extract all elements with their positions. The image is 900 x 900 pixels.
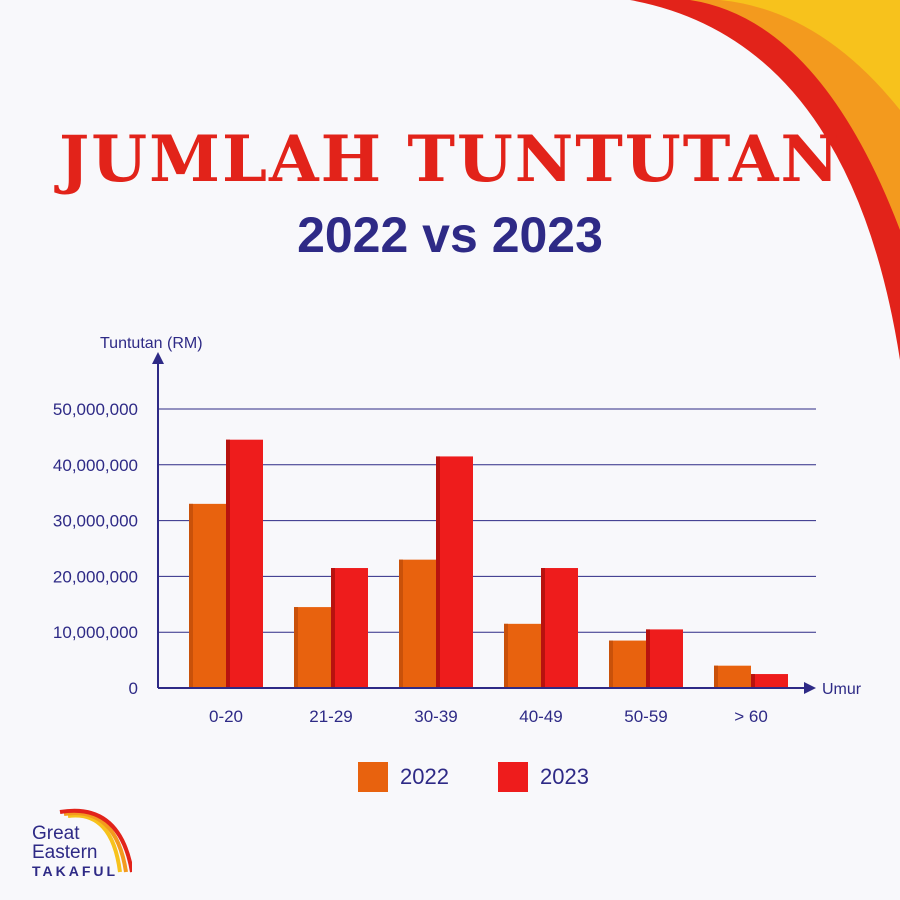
bar-chart: Tuntutan (RM) Umur 50,000,000 40,000,000 3…: [53, 335, 862, 726]
axes: Tuntutan (RM) Umur: [100, 335, 862, 698]
y-tick-label: 20,000,000: [53, 567, 138, 586]
bar-2023: [226, 439, 263, 688]
x-tick-label: 40-49: [519, 707, 562, 726]
legend-label-2023: 2023: [540, 764, 589, 789]
grid-lines: [158, 408, 816, 633]
x-tick-label: 0-20: [209, 707, 243, 726]
bar-2022: [294, 607, 331, 688]
legend-label-2022: 2022: [400, 764, 449, 789]
x-tick-label: 21-29: [309, 707, 352, 726]
bar-2022-edge: [294, 607, 298, 688]
legend-item-2022: 2022: [358, 762, 449, 792]
bars: [189, 439, 788, 688]
x-tick-label: 30-39: [414, 707, 457, 726]
bar-2022-edge: [504, 623, 508, 688]
bar-2022: [504, 623, 541, 688]
y-tick-labels: 50,000,000 40,000,000 30,000,000 20,000,000…: [53, 400, 138, 698]
bar-2023: [646, 629, 683, 688]
bar-2023-edge: [751, 674, 755, 688]
x-axis-label: Umur: [822, 681, 862, 698]
x-tick-label: > 60: [734, 707, 768, 726]
bar-2022-edge: [399, 559, 403, 688]
bar-2023: [751, 674, 788, 688]
chart-subtitle: 2022 vs 2023: [297, 207, 603, 263]
bar-2022: [714, 665, 751, 688]
bar-2023: [331, 568, 368, 688]
bar-2022: [609, 640, 646, 688]
bar-2022-edge: [189, 503, 193, 688]
bar-2023-edge: [226, 439, 230, 688]
logo-arc-icon: [59, 808, 132, 873]
swoosh-orange: [640, 0, 900, 330]
bar-2023-edge: [331, 568, 335, 688]
legend-swatch-2023: [498, 762, 528, 792]
y-tick-label: 0: [129, 679, 138, 698]
bar-2022: [399, 559, 436, 688]
legend-item-2023: 2023: [498, 762, 589, 792]
bar-2023: [541, 568, 578, 688]
x-axis-arrow: [804, 682, 816, 694]
x-tick-labels: 0-20 21-29 30-39 40-49 50-59 > 60: [209, 707, 768, 726]
y-tick-label: 40,000,000: [53, 456, 138, 475]
legend-swatch-2022: [358, 762, 388, 792]
bar-2022: [189, 503, 226, 688]
logo-text-great: Great: [32, 823, 80, 844]
bar-2022-edge: [609, 640, 613, 688]
bar-2022-edge: [714, 665, 718, 688]
y-axis-arrow: [152, 352, 164, 364]
y-tick-label: 30,000,000: [53, 512, 138, 531]
bar-2023-edge: [541, 568, 545, 688]
bar-2023-edge: [436, 456, 440, 688]
x-tick-label: 50-59: [624, 707, 667, 726]
y-tick-label: 50,000,000: [53, 400, 138, 419]
bar-2023: [436, 456, 473, 688]
y-tick-label: 10,000,000: [53, 623, 138, 642]
great-eastern-takaful-logo: Great Eastern TAKAFUL: [32, 806, 132, 886]
bar-2023-edge: [646, 629, 650, 688]
logo-text-takaful: TAKAFUL: [32, 863, 119, 879]
chart-title: JUMLAH TUNTUTAN: [59, 122, 841, 197]
y-axis-label: Tuntutan (RM): [100, 335, 203, 352]
logo-text-eastern: Eastern: [32, 842, 98, 863]
